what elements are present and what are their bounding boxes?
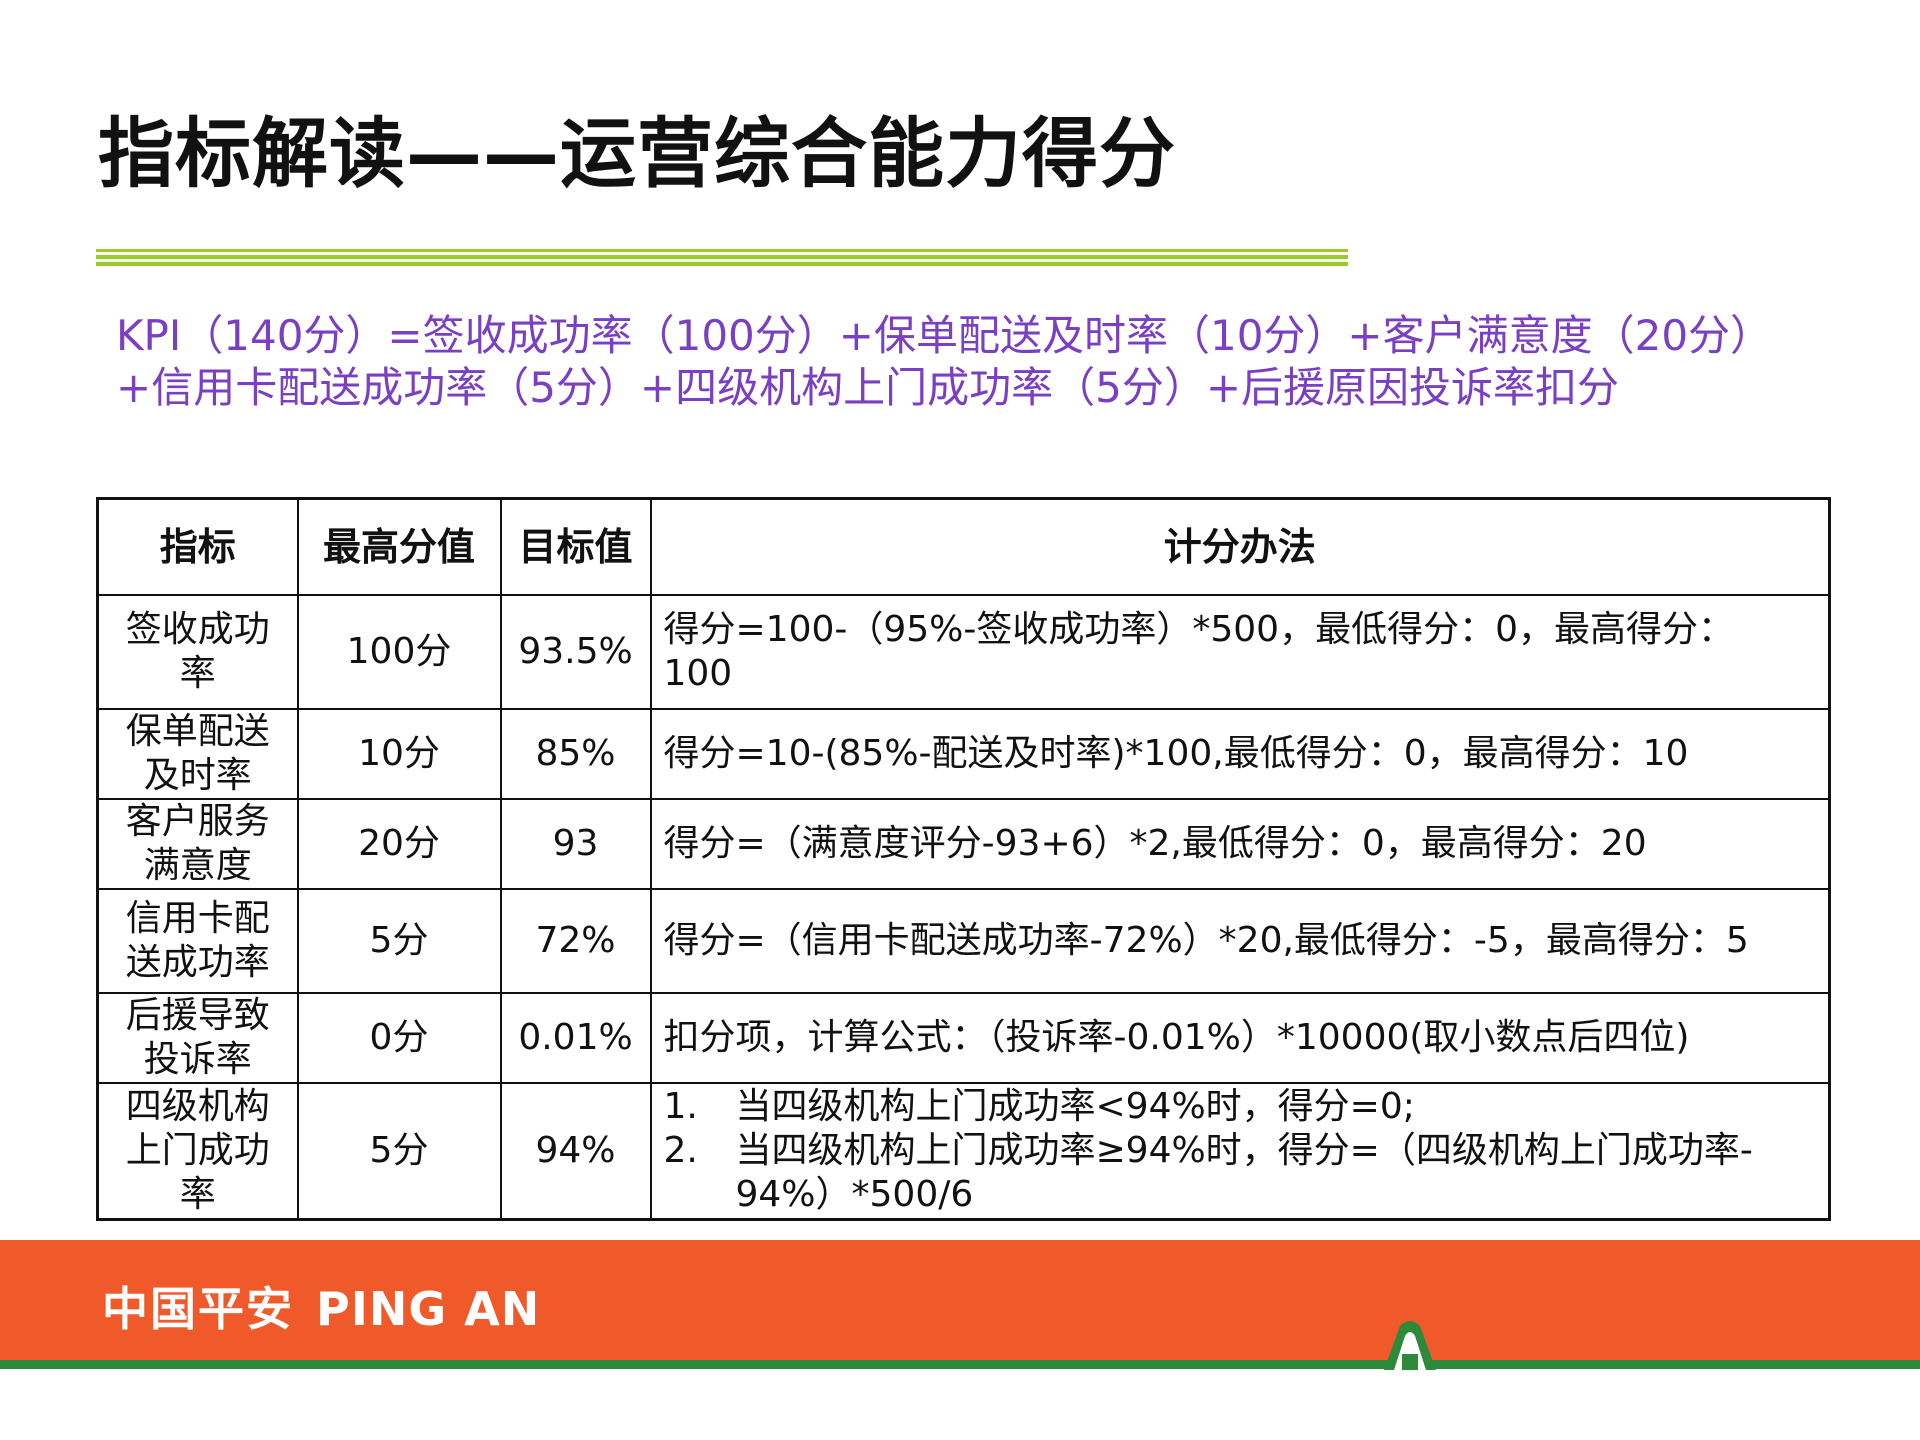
max-score-cell: 100分: [296, 594, 502, 710]
method-cell: 得分=（满意度评分-93+6）*2,最低得分：0，最高得分：20: [649, 798, 1831, 890]
table-header-row: 指标 最高分值 目标值 计分办法: [96, 497, 1831, 596]
max-score-cell: 10分: [296, 708, 502, 800]
table-row: 后援导致 投诉率 0分 0.01% 扣分项，计算公式：（投诉率-0.01%）*10…: [96, 992, 1831, 1084]
target-cell: 94%: [499, 1082, 652, 1220]
method-cell: 得分=100-（95%-签收成功率）*500，最低得分：0，最高得分： 100: [649, 594, 1831, 710]
method-cell: 得分=10-(85%-配送及时率)*100,最低得分：0，最高得分：10: [649, 708, 1831, 800]
table-row: 保单配送 及时率 10分 85% 得分=10-(85%-配送及时率)*100,最低…: [96, 708, 1831, 800]
header-indicator: 指标: [96, 497, 299, 596]
max-score-cell: 5分: [296, 888, 502, 994]
table-row: 客户服务 满意度 20分 93 得分=（满意度评分-93+6）*2,最低得分：0，…: [96, 798, 1831, 890]
indicator-cell: 客户服务 满意度: [96, 798, 299, 890]
table-row: 签收成功率 100分 93.5% 得分=100-（95%-签收成功率）*500，…: [96, 594, 1831, 710]
max-score-cell: 20分: [296, 798, 502, 890]
method-cell: 1. 当四级机构上门成功率<94%时，得分=0; 2. 当四级机构上门成功率≥9…: [649, 1082, 1831, 1220]
header-max-score: 最高分值: [296, 497, 502, 596]
pingan-emblem-icon: [1384, 1321, 1436, 1370]
formula-line-1: KPI（140分）=签收成功率（100分）+保单配送及时率（10分）+客户满意度…: [116, 311, 1773, 360]
indicator-cell: 保单配送 及时率: [96, 708, 299, 800]
max-score-cell: 5分: [296, 1082, 502, 1220]
table-row: 信用卡配 送成功率 5分 72% 得分=（信用卡配送成功率-72%）*20,最低得…: [96, 888, 1831, 994]
title-divider: [96, 249, 1348, 266]
list-item: 1. 当四级机构上门成功率<94%时，得分=0;: [663, 1085, 1415, 1127]
slide-title: 指标解读——运营综合能力得分: [98, 109, 1176, 198]
indicator-cell: 四级机构 上门成功率: [96, 1082, 299, 1220]
formula-line-2: +信用卡配送成功率（5分）+四级机构上门成功率（5分）+后援原因投诉率扣分: [116, 363, 1620, 412]
max-score-cell: 0分: [296, 992, 502, 1084]
method-cell: 得分=（信用卡配送成功率-72%）*20,最低得分：-5，最高得分：5: [649, 888, 1831, 994]
pingan-brand-logo: 中国平安 PING AN: [102, 1282, 541, 1336]
header-target: 目标值: [499, 497, 652, 596]
footer-band: [0, 1240, 1920, 1360]
list-item: 2. 当四级机构上门成功率≥94%时，得分=（四级机构上门成功率- 94%）*50…: [663, 1129, 1753, 1215]
indicator-cell: 签收成功率: [96, 594, 299, 710]
table-row: 四级机构 上门成功率 5分 94% 1. 当四级机构上门成功率<94%时，得分=0…: [96, 1082, 1831, 1220]
kpi-table: 指标 最高分值 目标值 计分办法 签收成功率 100分 93.5% 得分=100…: [96, 497, 1831, 1221]
indicator-cell: 后援导致 投诉率: [96, 992, 299, 1084]
method-cell: 扣分项，计算公式：（投诉率-0.01%）*10000(取小数点后四位): [649, 992, 1831, 1084]
target-cell: 0.01%: [499, 992, 652, 1084]
target-cell: 93: [499, 798, 652, 890]
target-cell: 72%: [499, 888, 652, 994]
indicator-cell: 信用卡配 送成功率: [96, 888, 299, 994]
header-scoring-method: 计分办法: [649, 497, 1831, 596]
target-cell: 85%: [499, 708, 652, 800]
kpi-formula: KPI（140分）=签收成功率（100分）+保单配送及时率（10分）+客户满意度…: [116, 310, 1896, 414]
footer-stripe: [0, 1360, 1920, 1369]
target-cell: 93.5%: [499, 594, 652, 710]
